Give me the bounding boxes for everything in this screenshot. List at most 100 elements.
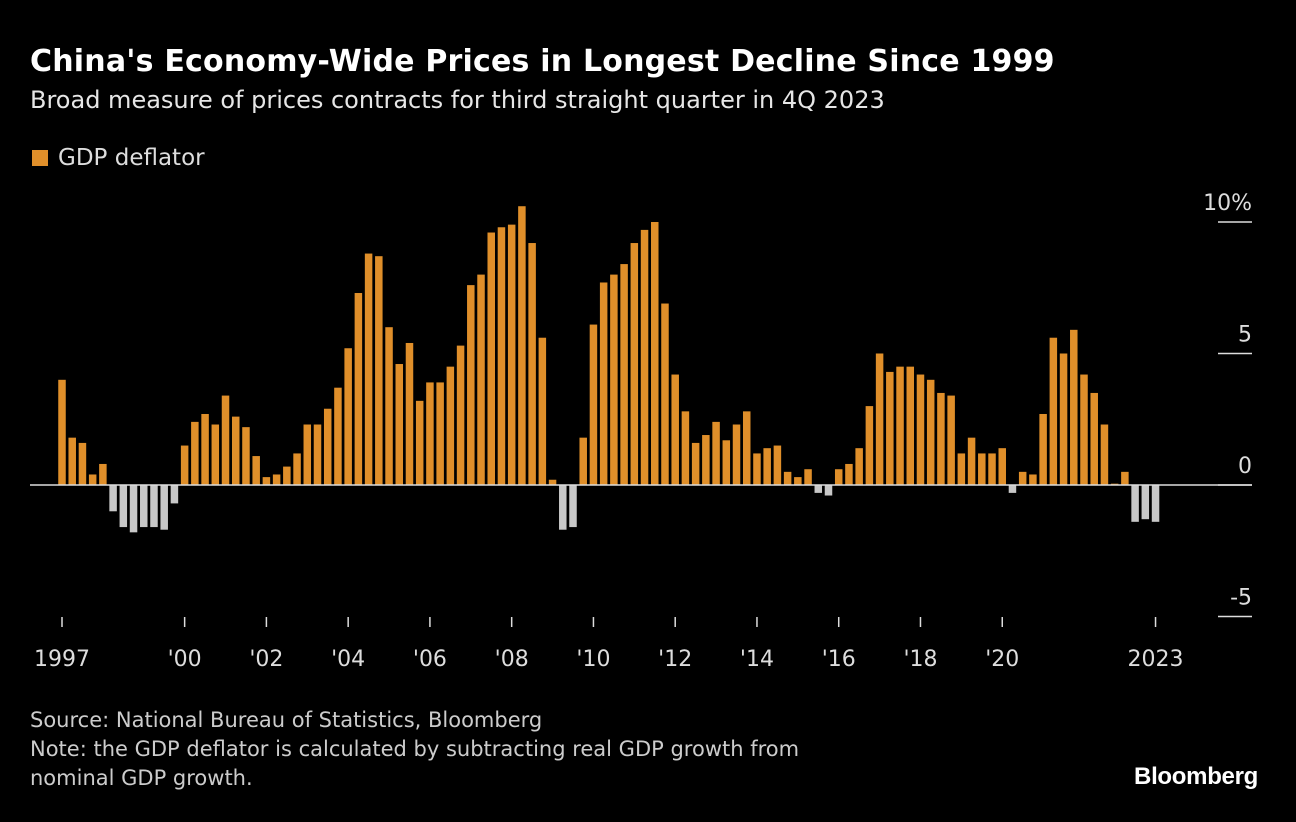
bar: [467, 285, 475, 485]
bar: [1121, 471, 1129, 485]
bar: [375, 256, 383, 485]
bar: [364, 253, 373, 485]
bar: [78, 442, 87, 485]
bar: [651, 222, 659, 485]
bar: [180, 445, 189, 485]
bar: [456, 345, 465, 485]
bar: [303, 424, 312, 485]
bar: [865, 406, 874, 485]
bar: [405, 342, 414, 485]
bar: [426, 382, 434, 485]
bar: [415, 400, 424, 485]
x-tick-label: '18: [903, 647, 937, 672]
bar: [702, 435, 710, 485]
bar: [834, 469, 843, 485]
bar: [1100, 424, 1109, 485]
bar: [528, 243, 536, 485]
y-tick-label: 5: [1238, 323, 1252, 348]
bar: [937, 392, 945, 485]
bar: [191, 421, 199, 485]
bar: [1070, 329, 1078, 485]
bar: [630, 243, 639, 485]
bar: [231, 416, 240, 485]
bar: [1018, 471, 1027, 485]
bar: [610, 274, 618, 485]
bar: [1131, 485, 1139, 522]
bar: [855, 448, 863, 485]
bar: [518, 206, 526, 485]
bar: [1141, 485, 1150, 520]
bar: [538, 337, 547, 485]
bar: [170, 485, 179, 504]
bar: [283, 466, 291, 485]
bar: [1049, 337, 1058, 485]
bar: [722, 440, 731, 485]
x-tick-label: '06: [413, 647, 447, 672]
bar: [947, 395, 955, 485]
footnote-line-1: Note: the GDP deflator is calculated by …: [30, 737, 800, 761]
bar: [436, 382, 444, 485]
bar: [998, 448, 1006, 485]
bar: [886, 371, 894, 485]
bar: [1151, 485, 1160, 522]
bar: [896, 366, 904, 485]
bar: [1029, 474, 1037, 485]
x-tick-label: '12: [658, 647, 692, 672]
bar: [109, 485, 117, 512]
y-tick-label: 10%: [1203, 191, 1252, 216]
y-tick-label: -5: [1230, 586, 1252, 611]
x-tick-label: '20: [985, 647, 1019, 672]
bar: [875, 353, 884, 485]
bar: [978, 453, 986, 485]
bar: [1080, 374, 1088, 485]
bar: [783, 471, 792, 485]
bar: [272, 474, 281, 485]
bar: [794, 477, 802, 485]
bar: [742, 411, 751, 485]
bar: [845, 463, 853, 485]
bar: [497, 227, 506, 485]
bar: [201, 413, 209, 485]
bar: [1008, 485, 1017, 493]
x-tick-label: '14: [740, 647, 774, 672]
legend-label: GDP deflator: [58, 145, 205, 171]
bar: [589, 324, 598, 485]
x-tick-label: '02: [249, 647, 283, 672]
chart-subtitle: Broad measure of prices contracts for th…: [30, 86, 885, 114]
bar: [119, 485, 128, 528]
y-tick-label: 0: [1238, 454, 1252, 479]
bar: [732, 424, 741, 485]
bar: [477, 274, 485, 485]
bar: [926, 379, 935, 485]
legend-swatch: [32, 150, 48, 166]
bar: [487, 232, 495, 485]
bar: [68, 437, 76, 485]
bar: [548, 479, 557, 485]
bar: [334, 387, 342, 485]
bar: [160, 485, 168, 530]
bar: [620, 264, 628, 485]
bar: [967, 437, 976, 485]
bar: [804, 469, 812, 485]
bar: [395, 364, 404, 485]
x-tick-label: '10: [576, 647, 610, 672]
bar: [763, 448, 771, 485]
bar: [313, 424, 322, 485]
source-note: Source: National Bureau of Statistics, B…: [30, 708, 543, 732]
bar: [221, 395, 230, 485]
bar: [242, 427, 250, 485]
x-tick-label: '04: [331, 647, 365, 672]
bar: [906, 366, 915, 485]
bar: [753, 453, 761, 485]
footnote-line-2: nominal GDP growth.: [30, 766, 253, 790]
x-tick-label: '00: [168, 647, 202, 672]
bar: [1039, 413, 1047, 485]
bar: [99, 463, 107, 485]
bar: [140, 485, 148, 528]
chart-title: China's Economy-Wide Prices in Longest D…: [30, 44, 1055, 79]
bar: [957, 453, 966, 485]
bar: [58, 379, 66, 485]
x-tick-label: '08: [495, 647, 529, 672]
bar: [691, 442, 700, 485]
